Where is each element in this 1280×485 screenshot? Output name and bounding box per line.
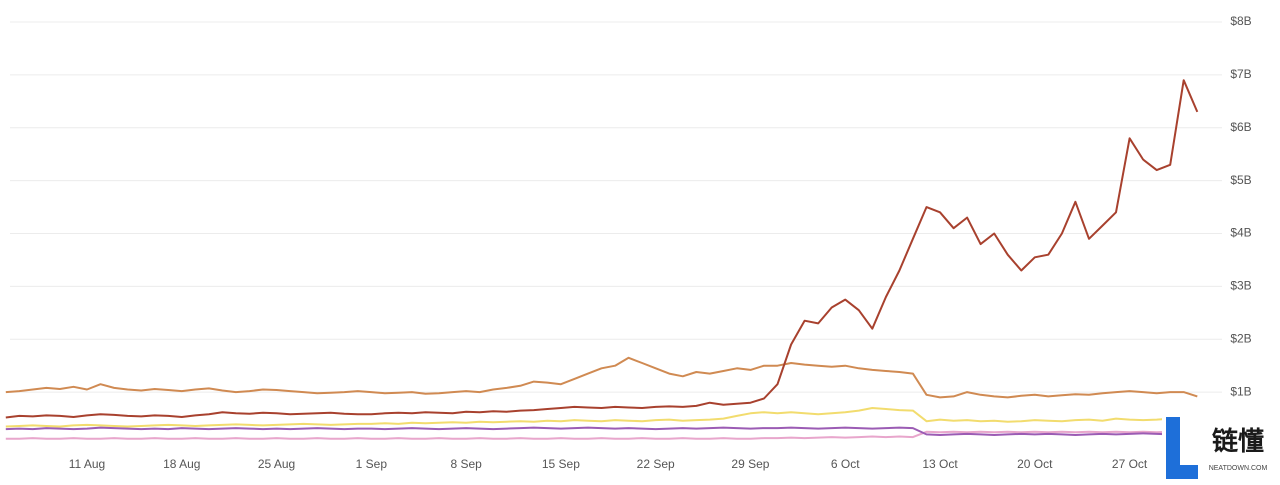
series-line	[5, 426, 1198, 436]
x-tick-label: 15 Sep	[542, 457, 580, 471]
series-line	[5, 79, 1199, 419]
x-tick-label: 29 Sep	[731, 457, 769, 471]
y-tick-label: $2B	[1230, 331, 1251, 345]
x-tick-label: 8 Sep	[450, 457, 482, 471]
y-tick-label: $4B	[1230, 226, 1251, 240]
y-tick-label: $5B	[1230, 173, 1251, 187]
logo: 链懂 NEATDOWN.COM	[1162, 412, 1280, 485]
series-line	[5, 430, 1198, 440]
x-tick-label: 18 Aug	[163, 457, 200, 471]
y-tick-label: $7B	[1230, 67, 1251, 81]
y-tick-label: $8B	[1230, 14, 1251, 28]
x-tick-label: 22 Sep	[637, 457, 675, 471]
logo-subtext: NEATDOWN.COM	[1209, 465, 1268, 472]
x-tick-label: 11 Aug	[69, 457, 105, 471]
y-tick-label: $1B	[1230, 384, 1251, 398]
series-line	[5, 407, 1198, 428]
x-tick-label: 13 Oct	[922, 457, 958, 471]
y-tick-label: $6B	[1230, 120, 1251, 134]
x-tick-label: 1 Sep	[356, 457, 388, 471]
logo-text: 链懂	[1212, 426, 1264, 456]
series-line	[5, 356, 1198, 399]
x-tick-label: 6 Oct	[831, 457, 860, 471]
x-tick-label: 27 Oct	[1112, 457, 1148, 471]
y-tick-label: $3B	[1230, 279, 1251, 293]
logo-mark	[1166, 417, 1198, 479]
x-tick-label: 20 Oct	[1017, 457, 1053, 471]
x-tick-label: 25 Aug	[258, 457, 295, 471]
